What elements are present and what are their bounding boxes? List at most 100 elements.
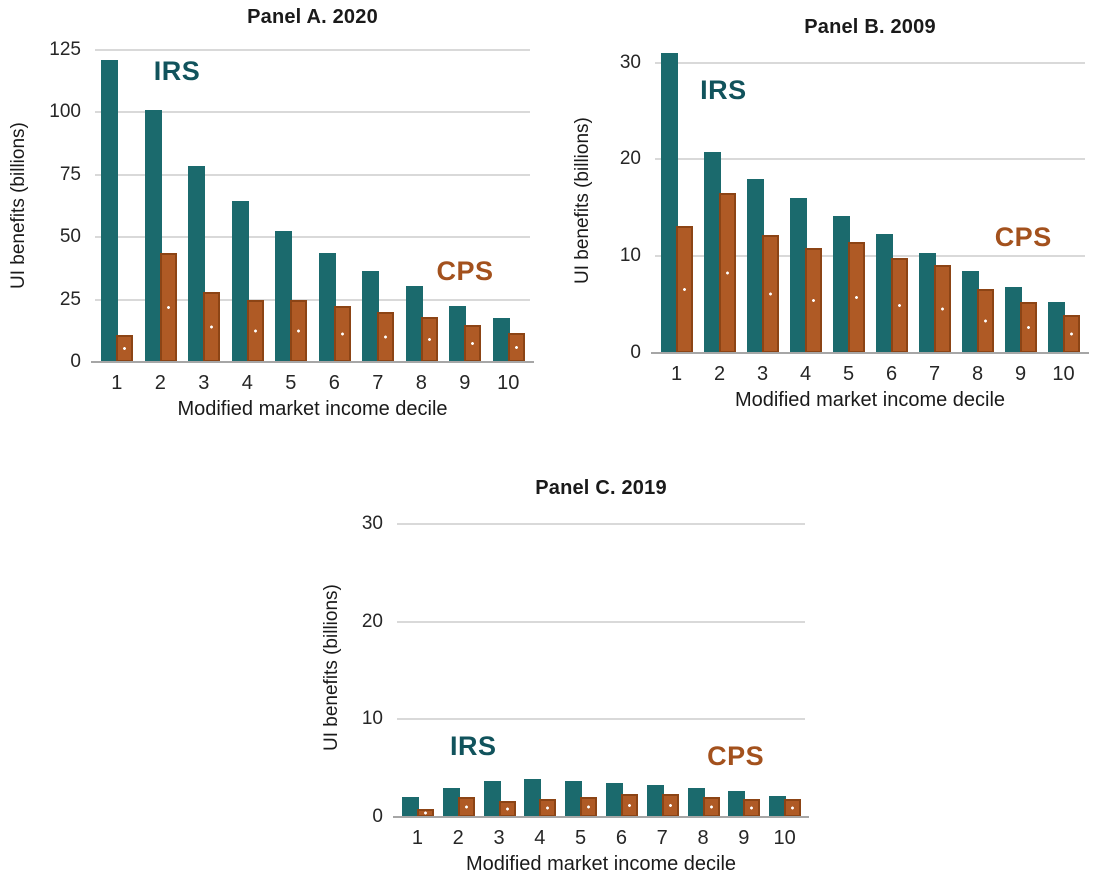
y-tick-label: 75 (59, 163, 81, 185)
x-tick-label: 3 (756, 363, 769, 385)
gridline (397, 718, 805, 721)
bar-irs-decile-5 (275, 230, 293, 362)
bar-cps-decile-9 (1020, 301, 1037, 353)
gridline (655, 61, 1085, 64)
bar-irs-decile-6 (876, 233, 893, 353)
bar-cps-decile-3 (762, 234, 779, 353)
bar-cps-decile-8 (977, 289, 994, 353)
x-axis-line (651, 352, 1089, 354)
x-tick-label: 7 (372, 372, 384, 394)
bar-irs-decile-9 (1005, 287, 1022, 353)
bar-irs-decile-8 (962, 270, 979, 353)
x-tick-label: 3 (198, 372, 210, 394)
bar-irs-decile-5 (565, 780, 583, 817)
x-tick-label: 7 (656, 827, 668, 849)
bar-irs-decile-4 (231, 201, 249, 362)
x-axis-label: Modified market income decile (177, 398, 448, 420)
series-label-irs: IRS (700, 75, 747, 106)
y-tick-label: 10 (361, 708, 383, 730)
plot-area: IRS CPS (393, 519, 809, 818)
bar-cps-decile-8 (702, 797, 720, 817)
y-axis-label: UI benefits (billions) (572, 117, 593, 284)
y-tick-label: 100 (49, 101, 81, 123)
x-tick-label: 4 (534, 827, 546, 849)
series-label-cps: CPS (436, 255, 494, 286)
plot-area: IRS CPS (651, 48, 1089, 354)
panel-title: Panel A. 2020 (247, 6, 378, 28)
x-axis-line (91, 361, 534, 363)
bar-cps-decile-2 (719, 193, 736, 353)
x-tick-label: 6 (615, 827, 627, 849)
bar-cps-decile-5 (290, 299, 308, 362)
x-tick-label: 8 (697, 827, 709, 849)
series-label-cps: CPS (994, 221, 1052, 252)
x-tick-label: 2 (452, 827, 464, 849)
bar-cps-decile-10 (784, 799, 802, 817)
x-tick-label: 9 (459, 372, 471, 394)
x-tick-label: 4 (799, 363, 812, 385)
gridline (397, 522, 805, 525)
x-tick-label: 10 (497, 372, 520, 394)
bar-cps-decile-8 (420, 317, 438, 362)
x-tick-label: 6 (885, 363, 898, 385)
bar-irs-decile-1 (101, 59, 119, 362)
bar-irs-decile-9 (728, 790, 746, 817)
panel-c-2019: Panel C. 2019 UI benefits (billions) IRS… (275, 450, 825, 893)
bar-irs-decile-1 (401, 797, 419, 817)
bar-irs-decile-4 (524, 778, 542, 817)
bar-cps-decile-1 (676, 226, 693, 353)
y-tick-label: 25 (59, 288, 81, 310)
x-tick-label: 10 (1052, 363, 1075, 385)
bar-cps-decile-4 (539, 799, 557, 817)
panel-title: Panel C. 2019 (535, 477, 667, 499)
x-tick-label: 5 (842, 363, 855, 385)
series-label-irs: IRS (450, 730, 497, 761)
bar-cps-decile-10 (1063, 315, 1080, 353)
y-tick-label: 30 (619, 51, 641, 73)
series-label-irs: IRS (153, 56, 201, 87)
bar-irs-decile-9 (449, 305, 467, 362)
gridline (95, 111, 530, 114)
bar-irs-decile-6 (318, 253, 336, 362)
bar-cps-decile-4 (805, 248, 822, 353)
bar-irs-decile-2 (442, 787, 460, 817)
x-tick-label: 5 (575, 827, 587, 849)
y-tick-label: 10 (619, 245, 641, 267)
x-axis-line (393, 816, 809, 818)
x-tick-label: 7 (928, 363, 941, 385)
bar-cps-decile-5 (848, 241, 865, 353)
x-tick-label: 9 (1014, 363, 1027, 385)
bar-irs-decile-3 (747, 178, 764, 353)
panel-a-2020: Panel A. 2020 UI benefits (billions) IRS… (0, 0, 550, 445)
bar-cps-decile-6 (891, 258, 908, 353)
bar-irs-decile-3 (483, 780, 501, 817)
bar-irs-decile-10 (769, 796, 787, 817)
y-tick-label: 0 (372, 806, 383, 827)
panel-title: Panel B. 2009 (804, 16, 936, 38)
x-tick-label: 8 (415, 372, 427, 394)
bar-irs-decile-7 (646, 784, 664, 817)
x-tick-label: 1 (670, 363, 683, 385)
plot-area: IRS CPS (91, 49, 534, 363)
x-tick-label: 4 (241, 372, 253, 394)
y-axis-label: UI benefits (billions) (8, 122, 29, 290)
y-tick-label: 0 (70, 351, 81, 372)
bar-cps-decile-5 (580, 797, 598, 817)
gridline (655, 158, 1085, 161)
bar-cps-decile-7 (377, 312, 395, 362)
y-tick-label: 20 (619, 148, 641, 170)
x-tick-label: 1 (411, 827, 423, 849)
y-axis-label: UI benefits (billions) (321, 584, 342, 752)
bar-cps-decile-7 (661, 793, 679, 817)
x-tick-label: 8 (971, 363, 984, 385)
bar-cps-decile-10 (507, 333, 525, 362)
bar-cps-decile-4 (246, 299, 264, 362)
bar-cps-decile-9 (464, 324, 482, 362)
gridline (95, 49, 530, 51)
bar-irs-decile-10 (1048, 301, 1065, 353)
bar-irs-decile-10 (492, 318, 510, 362)
x-tick-label: 6 (328, 372, 340, 394)
bar-irs-decile-6 (605, 782, 623, 817)
bar-irs-decile-1 (661, 52, 678, 353)
